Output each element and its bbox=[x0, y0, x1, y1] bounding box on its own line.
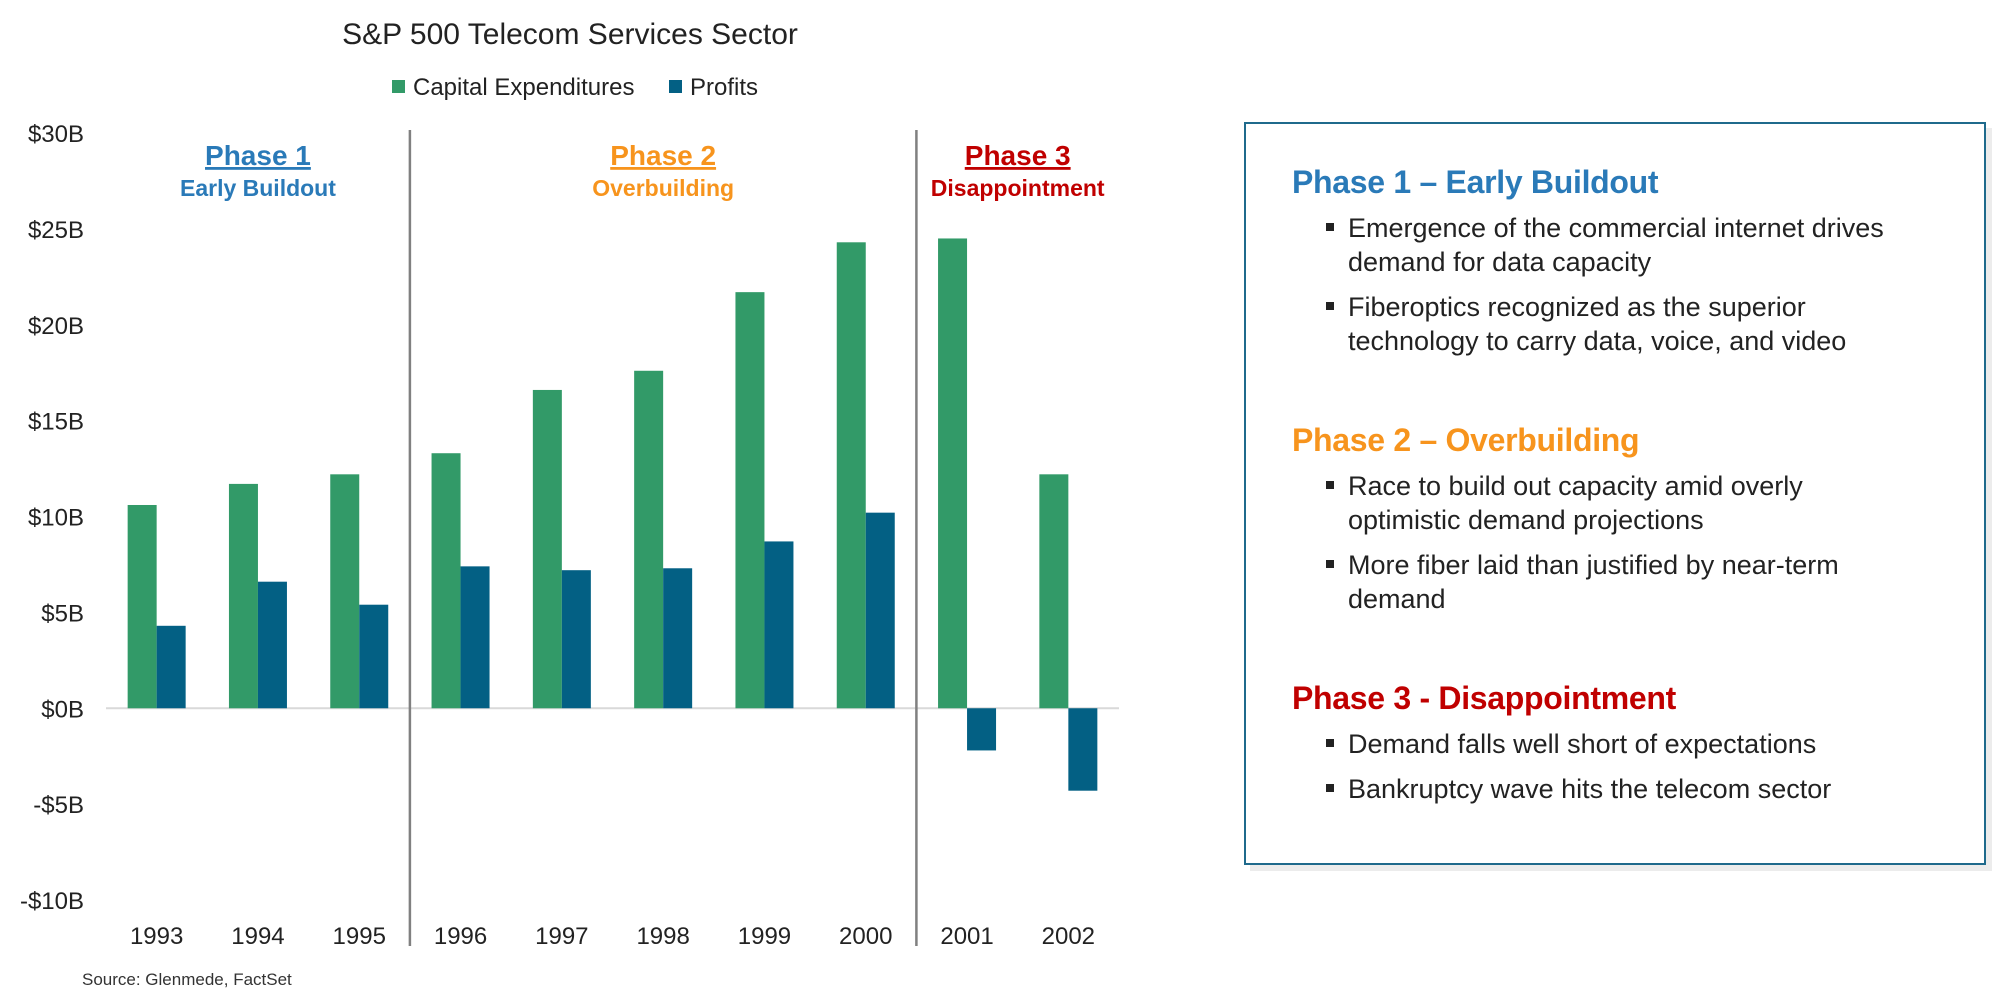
bullet: Emergence of the commercial internet dri… bbox=[1326, 211, 1908, 279]
phase-sublabel: Overbuilding bbox=[592, 175, 734, 201]
x-tick-label: 2000 bbox=[839, 923, 892, 950]
profits-bar bbox=[359, 604, 389, 709]
y-tick-label: -$10B bbox=[20, 888, 84, 915]
profits-bar bbox=[865, 512, 895, 709]
capex-bar bbox=[836, 242, 866, 709]
phase-1-heading: Phase 1 – Early Buildout bbox=[1292, 164, 1659, 200]
x-tick-label: 1999 bbox=[738, 923, 791, 950]
x-tick-label: 2002 bbox=[1042, 923, 1095, 950]
x-tick-label: 1997 bbox=[535, 923, 588, 950]
capex-bar bbox=[1039, 474, 1069, 709]
capex-bar bbox=[634, 370, 664, 709]
capex-bar bbox=[127, 504, 157, 709]
phase-3-heading: Phase 3 - Disappointment bbox=[1292, 680, 1676, 716]
x-tick-label: 1995 bbox=[333, 923, 386, 950]
y-tick-label: $25B bbox=[28, 217, 84, 244]
legend-label: Profits bbox=[690, 74, 758, 101]
bullet: Bankruptcy wave hits the telecom sector bbox=[1326, 772, 1908, 806]
capex-bar bbox=[735, 292, 765, 709]
y-tick-label: $15B bbox=[28, 409, 84, 436]
x-tick-label: 1998 bbox=[636, 923, 689, 950]
y-tick-label: -$5B bbox=[33, 792, 84, 819]
phase-sublabel: Disappointment bbox=[931, 175, 1105, 201]
phase-2-heading: Phase 2 – Overbuilding bbox=[1292, 422, 1640, 458]
capex-bar bbox=[330, 474, 360, 709]
profits-bar bbox=[1068, 708, 1098, 791]
chart-title: S&P 500 Telecom Services Sector bbox=[342, 18, 798, 51]
bar-chart: S&P 500 Telecom Services Sector Capital E… bbox=[20, 18, 1119, 950]
profits-bar bbox=[764, 541, 794, 709]
profits-bar bbox=[663, 568, 693, 709]
phase-sublabel: Early Buildout bbox=[180, 175, 336, 201]
phase-label: Phase 3 bbox=[965, 140, 1071, 171]
capex-bar bbox=[532, 389, 562, 709]
phase-2-section: Phase 2 – Overbuilding Race to build out… bbox=[1292, 422, 1908, 627]
x-tick-label: 1996 bbox=[434, 923, 487, 950]
x-tick-label: 1994 bbox=[231, 923, 284, 950]
legend-label: Capital Expenditures bbox=[413, 74, 634, 101]
phase-label: Phase 1 bbox=[205, 140, 311, 171]
profits-bar bbox=[561, 570, 591, 709]
capex-bar bbox=[431, 453, 461, 709]
profits-bar bbox=[460, 566, 490, 709]
profits-bar bbox=[156, 625, 186, 709]
y-tick-label: $5B bbox=[41, 600, 84, 627]
phase-1-section: Phase 1 – Early Buildout Emergence of th… bbox=[1292, 164, 1908, 369]
phase-label: Phase 2 bbox=[610, 140, 716, 171]
phase-3-section: Phase 3 - Disappointment Demand falls we… bbox=[1292, 680, 1908, 817]
x-tick-label: 2001 bbox=[940, 923, 993, 950]
profits-bar bbox=[257, 581, 287, 709]
capex-bar bbox=[938, 238, 968, 709]
bullet: Demand falls well short of expectations bbox=[1326, 727, 1908, 761]
source-note: Source: Glenmede, FactSet bbox=[82, 970, 292, 989]
capex-bar bbox=[228, 483, 258, 709]
legend-swatch-profits bbox=[669, 80, 682, 93]
phase-description-panel: Phase 1 – Early Buildout Emergence of th… bbox=[1244, 122, 1986, 865]
bullet: Race to build out capacity amid overly o… bbox=[1326, 469, 1908, 537]
profits-bar bbox=[967, 708, 997, 751]
y-tick-label: $10B bbox=[28, 505, 84, 532]
bullet: More fiber laid than justified by near-t… bbox=[1326, 548, 1908, 616]
legend-swatch-capex bbox=[392, 80, 405, 93]
bullet: Fiberoptics recognized as the superior t… bbox=[1326, 290, 1908, 358]
y-tick-label: $20B bbox=[28, 313, 84, 340]
y-tick-label: $0B bbox=[41, 696, 84, 723]
y-tick-label: $30B bbox=[28, 121, 84, 148]
x-tick-label: 1993 bbox=[130, 923, 183, 950]
